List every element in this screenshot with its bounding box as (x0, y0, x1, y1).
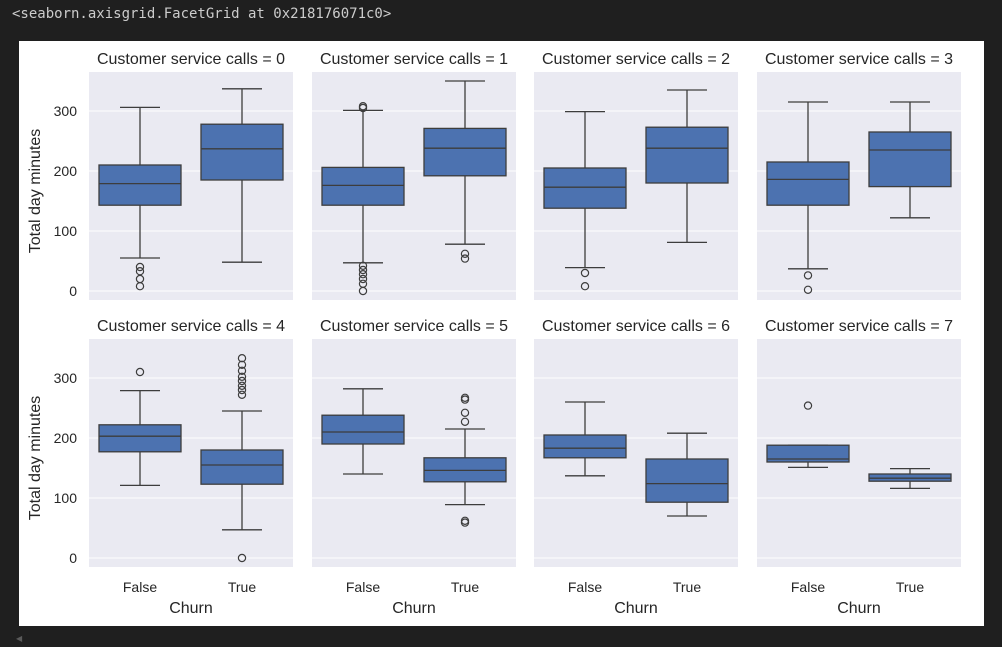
outlier-point (460, 254, 470, 263)
x-tick-label: False (791, 579, 825, 595)
facet-title: Customer service calls = 4 (97, 318, 285, 335)
outlier-point (237, 376, 247, 386)
y-tick-label: 300 (54, 103, 78, 119)
outlier-point (237, 381, 247, 390)
outlier-point (237, 385, 247, 395)
outlier-point (237, 354, 247, 363)
y-tick-label: 100 (54, 490, 78, 506)
box-iqr-true (645, 126, 729, 184)
box-iqr-true (200, 449, 284, 485)
x-tick-label: False (346, 579, 380, 595)
outlier-point (135, 266, 145, 276)
outlier-point (237, 553, 247, 563)
outlier-point (580, 268, 590, 278)
facet-title: Customer service calls = 1 (320, 51, 508, 68)
x-tick-label: True (673, 579, 701, 595)
outlier-point (803, 285, 813, 294)
facet-grid-figure: Customer service calls = 0 0 100 200 300 Tota… (19, 41, 984, 626)
x-tick-label: True (228, 579, 256, 595)
box-iqr-false (543, 434, 627, 459)
outlier-point (358, 274, 368, 284)
y-axis-label: Total day minutes (27, 129, 44, 254)
horizontal-scrollbar[interactable]: ◀ (0, 630, 1002, 647)
x-axis-label: Churn (392, 600, 436, 617)
outlier-point (135, 262, 145, 272)
box-iqr-false (321, 166, 405, 206)
facet-title: Customer service calls = 0 (97, 51, 285, 68)
box-iqr-false (98, 424, 182, 453)
outlier-point (358, 265, 368, 275)
facet-grid-chart: Customer service calls = 0 0 100 200 300 Tota… (27, 51, 961, 617)
outlier-point (358, 269, 368, 279)
facet-title: Customer service calls = 6 (542, 318, 730, 335)
box-iqr-true (200, 123, 284, 181)
y-tick-label: 300 (54, 370, 78, 386)
outlier-point (237, 360, 247, 369)
outlier-point (237, 390, 247, 399)
y-tick-label: 200 (54, 430, 78, 446)
box-iqr-true (423, 127, 507, 177)
box-iqr-false (766, 161, 850, 206)
x-tick-label: False (568, 579, 602, 595)
outlier-point (580, 281, 590, 291)
outlier-point (358, 261, 368, 270)
outlier-point (803, 401, 813, 410)
box-iqr-true (645, 458, 729, 503)
x-axis-label: Churn (169, 600, 213, 617)
outlier-point (460, 393, 470, 402)
y-axis-label: Total day minutes (27, 396, 44, 521)
facet-title: Customer service calls = 7 (765, 318, 953, 335)
box-iqr-true (868, 131, 952, 188)
box-iqr-false (543, 167, 627, 209)
outlier-point (358, 279, 368, 288)
x-axis-label: Churn (614, 600, 658, 617)
box-iqr-false (98, 164, 182, 206)
box-iqr-false (321, 414, 405, 445)
x-axis-label: Churn (837, 600, 881, 617)
y-tick-label: 0 (69, 283, 77, 299)
outlier-point (237, 366, 247, 375)
outlier-point (460, 516, 470, 525)
outlier-point (460, 249, 470, 258)
outlier-point (135, 274, 145, 284)
y-tick-label: 200 (54, 163, 78, 179)
outlier-point (135, 367, 145, 377)
outlier-point (803, 271, 813, 280)
outlier-point (460, 408, 470, 417)
x-tick-label: False (123, 579, 157, 595)
x-tick-label: True (451, 579, 479, 595)
y-tick-label: 0 (69, 550, 77, 566)
box-iqr-false (766, 444, 850, 463)
outlier-point (460, 417, 470, 426)
axes-panel-5 (312, 339, 516, 567)
x-tick-label: True (896, 579, 924, 595)
outlier-point (358, 101, 368, 111)
facet-title: Customer service calls = 5 (320, 318, 508, 335)
facet-title: Customer service calls = 3 (765, 51, 953, 68)
outlier-point (237, 372, 247, 381)
scroll-left-icon[interactable]: ◀ (16, 634, 23, 643)
y-tick-label: 100 (54, 223, 78, 239)
facet-title: Customer service calls = 2 (542, 51, 730, 68)
output-header: <seaborn.axisgrid.FacetGrid at 0x2181760… (12, 6, 392, 22)
